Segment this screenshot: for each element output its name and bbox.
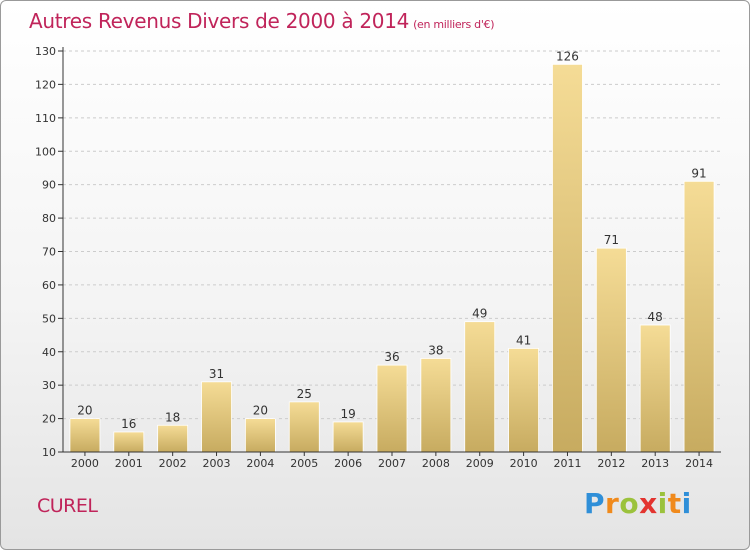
- logo-letter: P: [584, 487, 606, 520]
- data-label: 71: [604, 233, 619, 247]
- bar: [157, 424, 189, 453]
- bar: [332, 421, 364, 453]
- data-label: 31: [209, 367, 224, 381]
- x-tick-label: 2014: [685, 457, 713, 470]
- y-tick-label: 100: [35, 145, 56, 158]
- logo-letter: x: [639, 487, 658, 520]
- x-tick-label: 2004: [246, 457, 274, 470]
- x-tick-label: 2013: [641, 457, 669, 470]
- data-label: 18: [165, 410, 180, 424]
- data-label: 36: [384, 350, 399, 364]
- bar: [69, 418, 101, 453]
- y-tick-label: 10: [42, 446, 56, 459]
- x-tick-label: 2009: [466, 457, 494, 470]
- bar: [639, 324, 671, 453]
- x-tick-label: 2000: [71, 457, 99, 470]
- title-text: Autres Revenus Divers de 2000 à 2014: [29, 9, 410, 33]
- data-label: 91: [691, 166, 706, 180]
- bar: [595, 247, 627, 453]
- data-label: 48: [648, 310, 663, 324]
- bar: [508, 348, 540, 453]
- data-label: 20: [77, 404, 92, 418]
- bar: [201, 381, 232, 453]
- data-label: 38: [428, 343, 443, 357]
- y-tick-label: 20: [42, 413, 56, 426]
- bars: 20 16 18 31 20 25 19 36 38 49 41 126 71 48 91: [69, 49, 715, 453]
- bar: [552, 63, 583, 453]
- bar: [113, 431, 145, 453]
- data-label: 25: [297, 387, 312, 401]
- x-tick-label: 2010: [510, 457, 538, 470]
- y-tick-label: 30: [42, 379, 56, 392]
- y-tick-label: 70: [42, 246, 56, 259]
- title-unit: (en milliers d'€): [413, 18, 495, 31]
- logo-letter: o: [619, 487, 640, 520]
- logo-letter: i: [681, 487, 692, 520]
- commune-name: CUREL: [37, 495, 98, 517]
- data-label: 41: [516, 333, 531, 347]
- x-tick-label: 2002: [159, 457, 187, 470]
- x-tick-label: 2008: [422, 457, 450, 470]
- chart-title: Autres Revenus Divers de 2000 à 2014 (en …: [29, 9, 495, 33]
- bar: [376, 364, 408, 453]
- data-label: 19: [340, 407, 355, 421]
- logo-letter: t: [667, 487, 682, 520]
- logo-letter: i: [657, 487, 668, 520]
- y-tick-label: 60: [42, 279, 56, 292]
- y-tick-label: 120: [35, 78, 56, 91]
- y-tick-label: 110: [35, 112, 56, 125]
- x-tick-label: 2005: [290, 457, 318, 470]
- x-tick-label: 2006: [334, 457, 362, 470]
- data-label: 16: [121, 417, 136, 431]
- data-label: 49: [472, 307, 487, 321]
- axes: 10 20 30 40 50 60 70 80 90 100 110 120 130 2000 2001 20…: [35, 45, 721, 470]
- x-tick-label: 2012: [597, 457, 625, 470]
- bar: [420, 358, 452, 453]
- proxiti-logo: Proxiti: [584, 487, 692, 520]
- y-tick-label: 90: [42, 179, 56, 192]
- bar: [288, 401, 320, 453]
- logo-letter: r: [605, 487, 620, 520]
- y-tick-label: 80: [42, 212, 56, 225]
- bar: [464, 321, 496, 453]
- bar: [244, 418, 276, 453]
- data-label: 126: [556, 49, 579, 63]
- data-label: 20: [253, 404, 268, 418]
- y-tick-label: 50: [42, 312, 56, 325]
- y-tick-label: 130: [35, 45, 56, 58]
- x-tick-label: 2003: [203, 457, 231, 470]
- y-tick-label: 40: [42, 346, 56, 359]
- bar: [683, 180, 715, 453]
- x-tick-label: 2007: [378, 457, 406, 470]
- x-tick-label: 2011: [553, 457, 581, 470]
- x-tick-label: 2001: [115, 457, 143, 470]
